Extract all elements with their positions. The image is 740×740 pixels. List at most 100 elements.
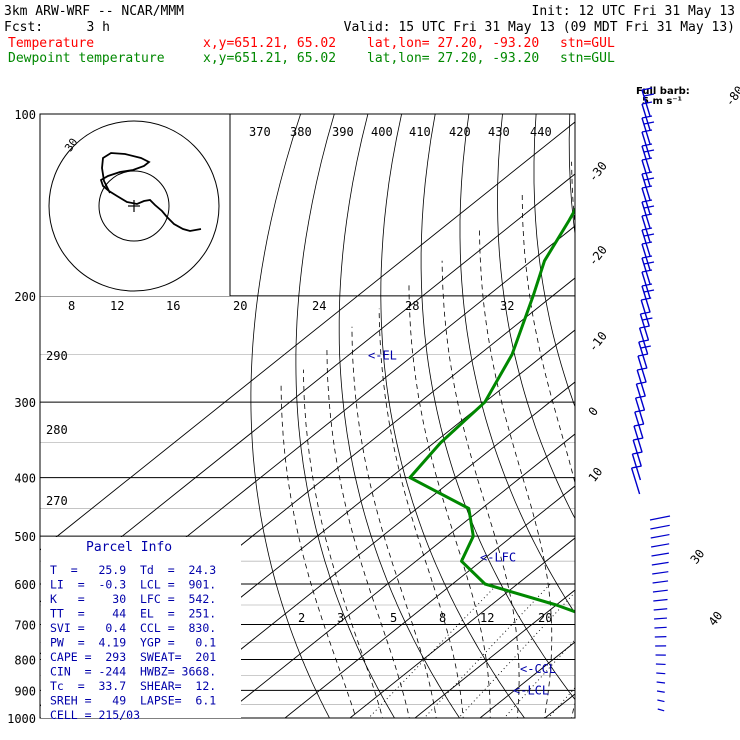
thetae-label: 8	[68, 299, 75, 313]
isotherm-label: 40	[706, 609, 726, 629]
mixing-ratio-label: 12	[480, 611, 494, 625]
wind-barb	[630, 467, 641, 495]
parcel-info-row: CIN = -244 HWBZ= 3668.	[50, 665, 216, 679]
wind-barb	[656, 672, 666, 675]
wind-barb-feather	[636, 381, 647, 385]
wind-barb-feather	[643, 261, 655, 265]
wind-barb	[651, 543, 670, 548]
barb-key-value: 5 m s⁻¹	[642, 96, 682, 107]
wind-barb	[652, 571, 669, 575]
wind-barb-feather	[643, 121, 655, 125]
temperature-stn: stn=GUL	[560, 36, 615, 51]
wind-barb-feather	[641, 171, 653, 175]
pressure-label: 900	[14, 684, 36, 698]
parcel-info-row: K = 30 LFC = 542.	[50, 592, 216, 606]
parcel-info-row: LI = -0.3 LCL = 901.	[50, 578, 216, 592]
theta-label: 370	[249, 125, 271, 139]
dewpoint-profile	[408, 206, 575, 614]
wind-barbs	[630, 87, 671, 712]
dry-adiabat	[704, 114, 740, 731]
wind-barb-feather	[641, 297, 652, 301]
fcst-value: 3 h	[87, 20, 110, 35]
hodograph-trace	[99, 152, 202, 232]
pressure-label: 600	[14, 578, 36, 592]
wind-barb-feather	[642, 317, 653, 321]
wind-barb	[652, 580, 669, 584]
mixing-ratio-label: 20	[538, 611, 552, 625]
moist-adiabat	[378, 308, 464, 718]
dry-adiabat	[380, 114, 525, 718]
moist-adiabat	[441, 260, 520, 718]
mixing-ratio-line	[423, 583, 551, 718]
isotherm	[610, 114, 740, 718]
parcel-level-label: <-LCL	[513, 684, 549, 698]
parcel-info-row: Tc = 33.7 SHEAR= 12.	[50, 679, 216, 693]
parcel-level-label: <-CCL	[520, 662, 556, 676]
moist-adiabat	[280, 384, 357, 718]
isotherm	[154, 381, 575, 718]
hodograph-frame	[40, 114, 230, 296]
isotherm	[40, 121, 575, 551]
wind-barb-feather	[641, 143, 653, 147]
init-time: Init: 12 UTC Fri 31 May 13	[532, 4, 736, 19]
isotherm-label: 30	[688, 547, 708, 567]
sounding-profiles	[408, 206, 575, 614]
theta-label: 270	[46, 494, 68, 508]
theta-label: 280	[46, 423, 68, 437]
wind-barb-feather	[641, 185, 653, 189]
temperature-legend: Temperature	[8, 36, 94, 51]
dry-adiabat	[497, 114, 575, 520]
wind-barb-feather	[641, 227, 653, 231]
dewpoint-latlon: lat,lon= 27.20, -93.20	[367, 51, 539, 66]
mixing-ratio-label: 8	[439, 611, 446, 625]
moist-adiabat	[620, 127, 684, 731]
temperature-xy: x,y=651.21, 65.02	[203, 36, 336, 51]
isotherm	[219, 433, 575, 718]
theta-label: 430	[488, 125, 510, 139]
dry-adiabat	[671, 114, 740, 731]
wind-barb	[657, 699, 665, 703]
thetae-label: 20	[233, 299, 247, 313]
wind-barb-feather	[640, 345, 651, 349]
model-title: 3km ARW-WRF -- NCAR/MMM	[4, 4, 184, 19]
moist-adiabat	[698, 127, 740, 731]
wind-barb-feather	[633, 437, 644, 441]
mixing-ratio-label: 5	[390, 611, 397, 625]
thetae-label: 28	[405, 299, 419, 313]
wind-barb-feather	[640, 311, 651, 315]
wind-barb-feather	[635, 395, 646, 399]
wind-barb	[652, 589, 668, 593]
parcel-info-row: PW = 4.19 YGP = 0.1	[50, 636, 216, 650]
wind-barb-feather	[638, 339, 649, 343]
thetae-label: 16	[166, 299, 180, 313]
theta-label: 400	[371, 125, 393, 139]
parcel-info-title: Parcel Info	[86, 540, 172, 555]
theta-label: 290	[46, 349, 68, 363]
mixing-ratio-label: 2	[298, 611, 305, 625]
wind-barb-feather	[641, 213, 653, 217]
pressure-label: 500	[14, 530, 36, 544]
dry-adiabat	[338, 114, 460, 718]
parcel-info-box: Parcel Info T = 25.9 Td = 24.3LI = -0.3 …	[41, 537, 241, 722]
isotherm	[675, 114, 740, 718]
wind-barb-feather	[643, 289, 655, 293]
isotherm	[414, 589, 575, 718]
pressure-label: 800	[14, 653, 36, 667]
isotherm	[349, 537, 575, 718]
mixing-ratio-line	[577, 584, 705, 731]
wind-barb	[657, 708, 665, 712]
moist-adiabat	[646, 127, 740, 731]
mixing-ratio-line	[630, 584, 740, 731]
pressure-label: 200	[14, 290, 36, 304]
plot-frame	[39, 113, 576, 719]
wind-barb-feather	[632, 451, 643, 455]
wind-barb	[656, 681, 666, 684]
parcel-info-row: TT = 44 EL = 251.	[50, 607, 216, 621]
wind-barb-feather	[641, 283, 653, 287]
parcel-info-row: CELL = 215/03	[50, 708, 140, 722]
wind-barb	[653, 598, 668, 602]
wind-barb	[651, 561, 669, 566]
parcel-info-row: CAPE = 293 SWEAT= 201	[50, 650, 216, 664]
wind-barb-feather	[641, 129, 653, 133]
diagram-labels: 1002003004005006007008009001000-80-70-60…	[7, 83, 740, 726]
